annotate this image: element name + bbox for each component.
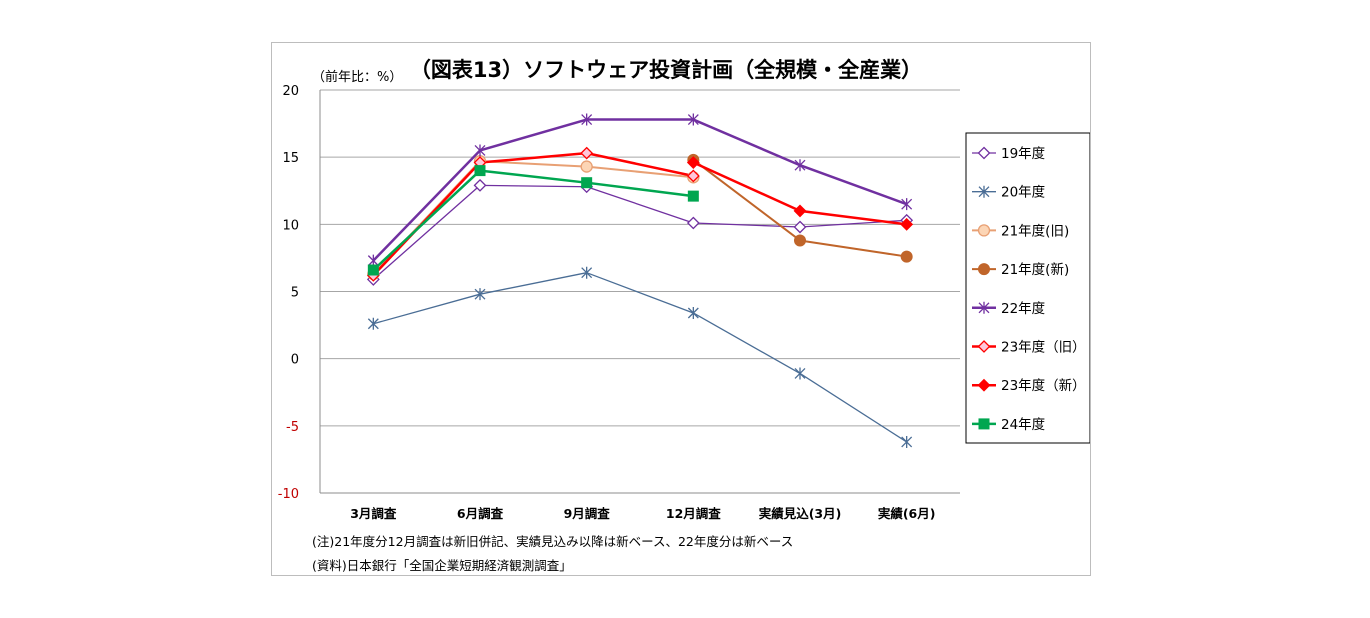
x-tick-label: 6月調査 xyxy=(457,506,504,521)
footnote: (注)21年度分12月調査は新旧併記、実績見込み以降は新ベース、22年度分は新ベ… xyxy=(312,534,793,549)
gridlines xyxy=(319,89,960,494)
chart-title: （図表13）ソフトウェア投資計画（全規模・全産業） xyxy=(410,58,922,82)
data-point-series-4 xyxy=(474,144,486,157)
legend-label: 23年度（旧） xyxy=(1001,340,1086,356)
line-chart: （図表13）ソフトウェア投資計画（全規模・全産業） （前年比：%） 20 15 10… xyxy=(278,58,1090,573)
data-point-series-1 xyxy=(794,367,806,380)
source-note: (資料)日本銀行「全国企業短期経済観測調査」 xyxy=(312,558,572,573)
series-line-1 xyxy=(373,272,908,443)
y-tick-label: -5 xyxy=(286,420,299,435)
data-point-series-4 xyxy=(581,113,593,126)
legend-label: 19年度 xyxy=(1001,146,1045,162)
x-axis-ticks: 3月調査 6月調査 9月調査 12月調査 実績見込(3月) 実績(6月) xyxy=(350,506,935,521)
data-point-series-1 xyxy=(581,266,593,279)
legend-marker xyxy=(977,146,991,160)
data-point-series-2 xyxy=(580,160,593,173)
data-point-series-3 xyxy=(900,250,913,263)
series-line-7 xyxy=(372,169,694,271)
series-line-2 xyxy=(372,160,694,275)
x-tick-label: 12月調査 xyxy=(666,506,721,521)
legend-marker xyxy=(977,224,991,237)
legend-label: 20年度 xyxy=(1001,185,1045,201)
data-point-series-7 xyxy=(367,264,379,276)
data-point-series-4 xyxy=(901,198,913,211)
data-point-series-7 xyxy=(581,177,593,189)
y-tick-label: 20 xyxy=(282,84,299,99)
legend-label: 22年度 xyxy=(1001,301,1045,317)
series-lines xyxy=(372,118,908,443)
y-tick-label: -10 xyxy=(278,487,299,502)
data-point-series-0 xyxy=(793,220,807,234)
y-axis-ticks: 20 15 10 5 0 -5 -10 xyxy=(278,84,299,502)
data-point-series-1 xyxy=(901,435,913,448)
legend-marker xyxy=(978,301,990,314)
data-point-series-4 xyxy=(687,113,699,126)
data-point-series-6 xyxy=(686,156,700,169)
data-point-series-7 xyxy=(687,190,699,202)
data-point-series-1 xyxy=(687,306,699,319)
data-point-series-1 xyxy=(474,288,486,301)
data-point-series-7 xyxy=(474,165,486,177)
data-point-series-1 xyxy=(367,317,379,330)
legend-marker xyxy=(978,418,990,430)
legend-label: 21年度(旧) xyxy=(1001,223,1069,239)
legend-label: 23年度（新） xyxy=(1001,378,1086,394)
data-point-series-6 xyxy=(900,217,914,231)
x-tick-label: 実績見込(3月) xyxy=(759,506,842,521)
series-markers xyxy=(366,113,914,448)
legend-marker xyxy=(978,263,990,276)
legend-box xyxy=(965,132,1090,444)
x-tick-label: 実績(6月) xyxy=(878,506,936,521)
legend-marker xyxy=(978,185,990,198)
data-point-series-3 xyxy=(794,234,806,247)
series-line-0 xyxy=(372,184,907,280)
y-axis-unit-label: （前年比：%） xyxy=(312,69,402,85)
data-point-series-6 xyxy=(793,204,807,218)
legend-marker xyxy=(977,378,991,392)
data-point-series-5 xyxy=(580,146,594,160)
y-tick-label: 15 xyxy=(282,151,299,166)
legend: 19年度 20年度 21年度(旧) 21年度(新) 22年度 23年度（旧） 23年度（新）… xyxy=(965,132,1090,444)
chart-frame: （図表13）ソフトウェア投資計画（全規模・全産業） （前年比：%） 20 15 10… xyxy=(271,42,1091,576)
legend-label: 21年度(新) xyxy=(1001,262,1069,278)
data-point-series-0 xyxy=(686,216,700,230)
legend-label: 24年度 xyxy=(1001,417,1045,433)
series-line-5 xyxy=(372,151,694,277)
legend-marker xyxy=(977,340,991,353)
y-tick-label: 0 xyxy=(291,353,299,368)
data-point-series-5 xyxy=(686,169,700,183)
x-tick-label: 9月調査 xyxy=(564,506,611,521)
y-tick-label: 5 xyxy=(291,286,299,301)
series-line-4 xyxy=(372,118,908,262)
x-tick-label: 3月調査 xyxy=(350,506,397,521)
data-point-series-4 xyxy=(794,159,806,172)
y-tick-label: 10 xyxy=(282,218,299,233)
data-point-series-0 xyxy=(473,178,487,192)
